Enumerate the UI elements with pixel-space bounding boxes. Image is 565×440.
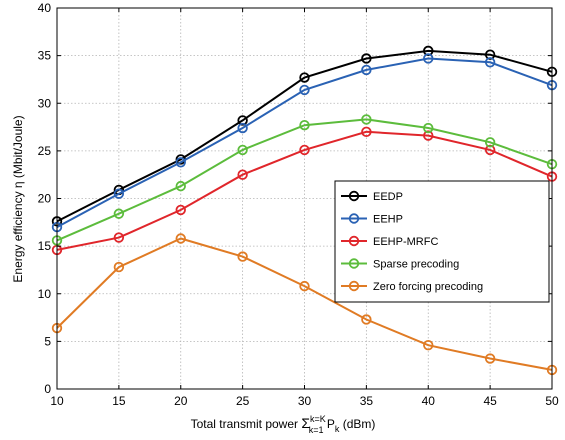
series-line-eedp: [56, 49, 553, 223]
legend-marker: [348, 190, 360, 202]
legend-entry-eedp: EEDP: [341, 190, 403, 203]
data-point-eehp: [423, 53, 434, 64]
data-point-eehp-mrfc: [175, 204, 186, 216]
data-point-eehp: [361, 64, 372, 76]
legend-label: EEHP-MRFC: [373, 236, 438, 248]
x-tick-label: 30: [298, 394, 312, 408]
data-point-eedp: [361, 53, 372, 64]
series-line-eehp-mrfc: [56, 130, 553, 251]
data-point-zero-forcing-precoding: [299, 280, 310, 292]
series-line-sparse-precoding: [56, 118, 553, 242]
x-tick-label: 10: [50, 394, 64, 408]
data-point-sparse-precoding: [361, 114, 372, 125]
data-point-sparse-precoding: [423, 122, 434, 134]
legend-box: [334, 180, 550, 303]
data-point-zero-forcing-precoding: [237, 251, 248, 262]
series-zero-forcing-precoding: [51, 233, 558, 376]
series-layer: [51, 45, 558, 376]
y-tick-label: 5: [44, 334, 51, 348]
data-point-eedp: [237, 115, 248, 126]
legend-marker: [348, 213, 360, 224]
data-point-sparse-precoding: [299, 119, 310, 131]
x-tick-label: 20: [174, 394, 188, 408]
legend-label: EEHP: [373, 214, 403, 226]
data-point-eehp: [484, 57, 496, 68]
legend-marker: [348, 235, 360, 247]
legend-label: Sparse precoding: [373, 259, 459, 271]
data-point-sparse-precoding: [484, 137, 496, 148]
legend-entry-eehp-mrfc: EEHP-MRFC: [341, 235, 438, 248]
y-tick-label: 15: [38, 239, 52, 253]
x-tick-label: 50: [545, 394, 559, 408]
y-tick-label: 35: [38, 49, 52, 63]
x-axis-label-suffix: (dBm): [339, 417, 375, 431]
legend-label: EEDP: [373, 191, 403, 203]
x-axis-label-sup: k=K: [310, 414, 326, 424]
data-point-eehp-mrfc: [237, 169, 248, 180]
legend-entry-eehp: EEHP: [341, 213, 403, 226]
legend-marker: [348, 258, 360, 269]
y-tick-label: 40: [38, 1, 52, 15]
data-point-zero-forcing-precoding: [175, 233, 186, 244]
data-point-eehp-mrfc: [484, 144, 496, 156]
y-tick-label: 20: [38, 192, 52, 206]
data-point-eehp-mrfc: [361, 126, 372, 138]
data-point-eedp: [484, 49, 496, 60]
data-point-zero-forcing-precoding: [484, 353, 496, 364]
legend-entry-zero-forcing-precoding: Zero forcing precoding: [341, 280, 483, 293]
x-tick-label: 15: [112, 394, 126, 408]
data-point-eedp: [423, 45, 434, 57]
legend-entry-sparse-precoding: Sparse precoding: [341, 258, 459, 271]
data-point-eehp: [175, 157, 186, 168]
series-line-eehp: [56, 57, 553, 228]
y-tick-label: 10: [38, 287, 52, 301]
y-tick-label: 30: [38, 96, 52, 110]
x-axis-label-var: P: [324, 417, 335, 431]
x-tick-label: 25: [236, 394, 250, 408]
data-point-sparse-precoding: [175, 180, 186, 192]
x-axis-label-sub: k=1: [309, 425, 324, 435]
series-line-zero-forcing-precoding: [56, 237, 553, 371]
data-point-sparse-precoding: [113, 208, 125, 219]
x-tick-label: 35: [360, 394, 374, 408]
x-tick-label: 40: [422, 394, 436, 408]
x-axis-label-var-sub: k: [335, 424, 340, 434]
data-point-eehp: [299, 84, 310, 96]
data-point-eehp-mrfc: [113, 232, 125, 243]
x-tick-label: 45: [483, 394, 497, 408]
tick-layer: 10 15 20 25 30 35 40 45 50 0 5 10 15 20 25 30 35 40: [38, 1, 559, 408]
data-point-sparse-precoding: [237, 144, 248, 156]
series-eehp-mrfc: [51, 126, 558, 256]
data-point-zero-forcing-precoding: [113, 261, 125, 273]
y-tick-label: 25: [38, 144, 52, 158]
x-axis-label-prefix: Total transmit power: [191, 417, 302, 431]
data-point-eehp-mrfc: [299, 144, 310, 156]
data-point-zero-forcing-precoding: [423, 339, 434, 351]
data-point-eedp: [299, 72, 310, 83]
y-tick-label: 0: [44, 382, 51, 396]
x-axis-label: Total transmit power Σk=K k=1 Pk (dBm): [191, 414, 376, 435]
legend-marker: [348, 280, 360, 292]
legend-label: Zero forcing precoding: [373, 281, 483, 293]
legend: EEDP EEHP EEHP-MRFC Sparse precoding Zero fo…: [334, 180, 550, 303]
data-point-eehp-mrfc: [423, 130, 434, 141]
y-axis-label: Energy efficiency η (Mbit/Joule): [11, 115, 25, 282]
data-point-eehp: [113, 188, 125, 199]
data-point-zero-forcing-precoding: [361, 314, 372, 325]
data-point-eehp: [237, 122, 248, 134]
x-axis-label-sigma: Σ: [301, 415, 310, 431]
